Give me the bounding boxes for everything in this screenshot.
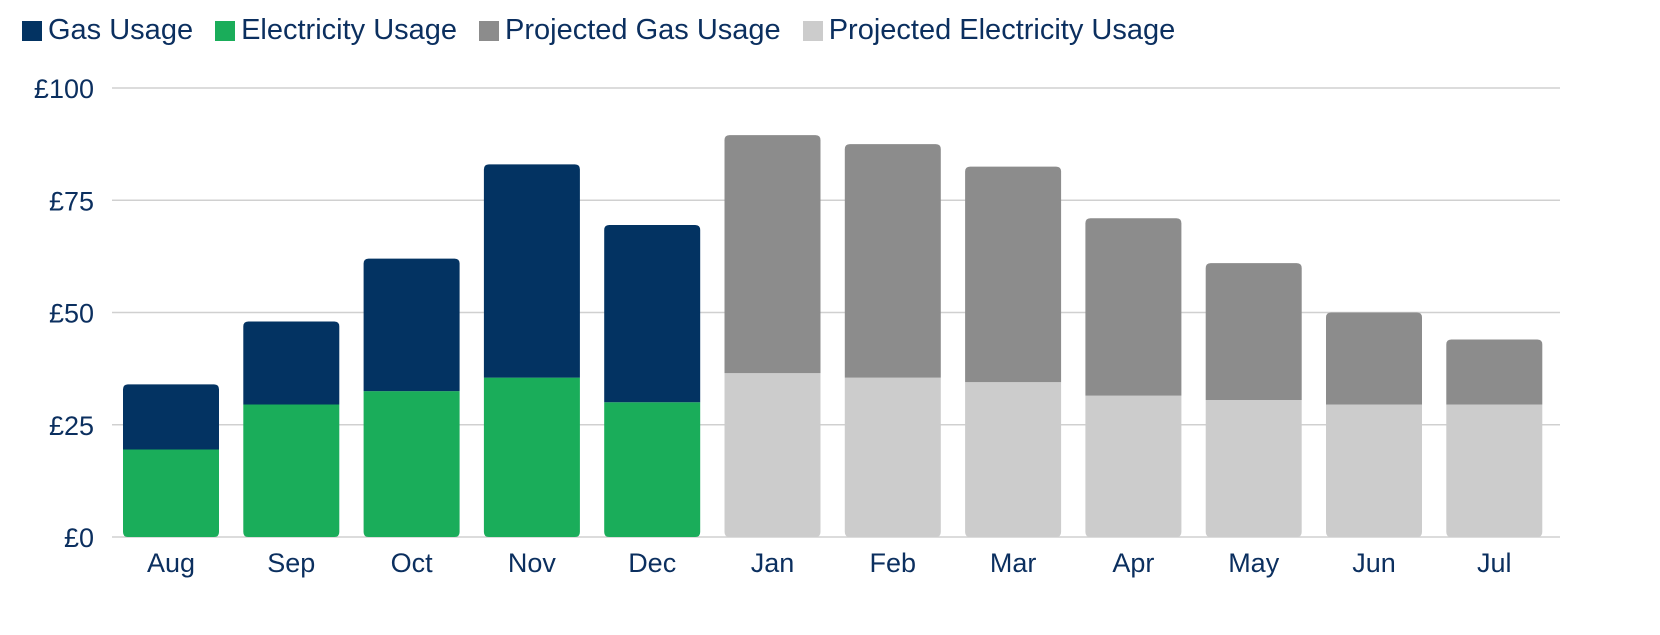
legend-label-projected-gas-usage: Projected Gas Usage	[505, 14, 781, 46]
x-tick-label: Jul	[1477, 548, 1512, 578]
bar-projected-electricity-usage-jul	[1446, 404, 1543, 537]
legend-label-projected-electricity-usage: Projected Electricity Usage	[828, 14, 1176, 46]
bar-projected-gas-usage-apr	[1085, 218, 1182, 396]
bar-electricity-usage-dec	[604, 402, 701, 537]
bar-gas-usage-dec	[604, 224, 701, 403]
bar-projected-electricity-usage-may	[1205, 400, 1302, 537]
bar-projected-gas-usage-jan	[724, 135, 821, 374]
x-tick-label: Oct	[391, 548, 434, 578]
x-tick-label: Nov	[508, 548, 557, 578]
legend: Gas Usage Electricity Usage Projected Ga…	[22, 14, 1175, 47]
bar-gas-usage-aug	[123, 384, 219, 450]
y-tick-label: £100	[34, 74, 94, 104]
bar-electricity-usage-nov	[483, 377, 580, 537]
bar-projected-gas-usage-feb	[844, 144, 941, 378]
bar-gas-usage-nov	[483, 164, 580, 378]
y-tick-label: £25	[49, 411, 94, 441]
bar-electricity-usage-oct	[363, 391, 460, 537]
y-tick-label: £50	[49, 299, 94, 329]
x-tick-label: Jun	[1352, 548, 1396, 578]
legend-swatch-electricity-usage	[215, 20, 236, 41]
bar-gas-usage-sep	[243, 321, 340, 405]
legend-label-gas-usage: Gas Usage	[48, 14, 194, 46]
bar-gas-usage-oct	[363, 258, 460, 392]
bar-projected-gas-usage-may	[1205, 263, 1302, 401]
legend-item-projected-electricity-usage: Projected Electricity Usage	[802, 14, 1176, 47]
x-tick-label: Feb	[870, 548, 917, 578]
bar-projected-electricity-usage-jun	[1326, 404, 1422, 537]
legend-item-electricity-usage: Electricity Usage	[215, 14, 457, 47]
legend-swatch-gas-usage	[22, 20, 42, 41]
x-tick-label: Mar	[990, 548, 1037, 578]
legend-swatch-projected-electricity-usage	[802, 20, 823, 41]
legend-item-gas-usage: Gas Usage	[22, 14, 193, 47]
bar-electricity-usage-sep	[243, 404, 340, 537]
x-tick-label: Apr	[1112, 548, 1154, 578]
legend-swatch-projected-gas-usage	[479, 20, 500, 41]
bar-projected-electricity-usage-apr	[1085, 395, 1182, 537]
legend-label-electricity-usage: Electricity Usage	[241, 14, 458, 46]
x-tick-label: Aug	[147, 548, 195, 578]
x-tick-label: May	[1228, 548, 1280, 578]
x-tick-label: Dec	[628, 548, 676, 578]
bar-electricity-usage-aug	[123, 449, 219, 537]
bar-projected-gas-usage-jun	[1326, 312, 1422, 405]
bar-projected-gas-usage-jul	[1446, 339, 1543, 405]
y-tick-label: £0	[64, 523, 94, 553]
legend-item-projected-gas-usage: Projected Gas Usage	[479, 14, 781, 47]
x-tick-label: Sep	[267, 548, 315, 578]
bar-projected-electricity-usage-mar	[965, 382, 1062, 537]
y-tick-label: £75	[49, 186, 94, 216]
bar-projected-electricity-usage-feb	[844, 377, 941, 537]
bar-projected-gas-usage-mar	[965, 166, 1062, 383]
x-tick-label: Jan	[751, 548, 795, 578]
bar-projected-electricity-usage-jan	[724, 373, 821, 537]
